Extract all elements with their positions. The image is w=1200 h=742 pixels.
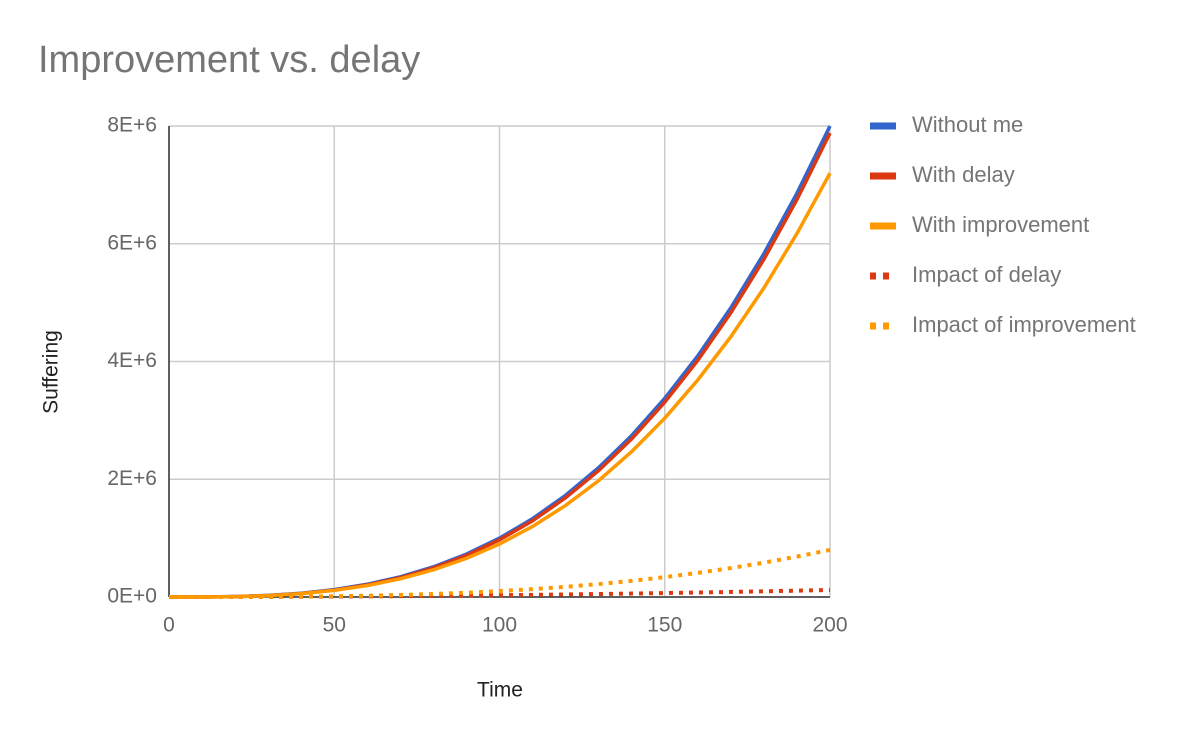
x-tick-label: 100 — [482, 614, 517, 637]
legend-label: Impact of improvement — [912, 312, 1136, 337]
legend-label: With improvement — [912, 212, 1089, 237]
y-axis-label: Suffering — [40, 330, 63, 414]
chart-title: Improvement vs. delay — [38, 39, 420, 81]
y-tick-label: 8E+6 — [107, 114, 157, 137]
y-tick-label: 2E+6 — [107, 467, 157, 490]
series-line — [168, 547, 831, 599]
x-axis-label: Time — [477, 679, 523, 702]
y-tick-label: 6E+6 — [107, 231, 157, 254]
legend-label: With delay — [912, 162, 1015, 187]
y-tick-label: 4E+6 — [107, 349, 157, 372]
x-tick-label: 50 — [323, 614, 346, 637]
legend-label: Without me — [912, 112, 1023, 137]
x-tick-label: 200 — [812, 614, 847, 637]
legend-label: Impact of delay — [912, 262, 1061, 287]
x-tick-label: 0 — [163, 614, 175, 637]
y-tick-label: 0E+0 — [107, 585, 157, 608]
x-tick-label: 150 — [647, 614, 682, 637]
